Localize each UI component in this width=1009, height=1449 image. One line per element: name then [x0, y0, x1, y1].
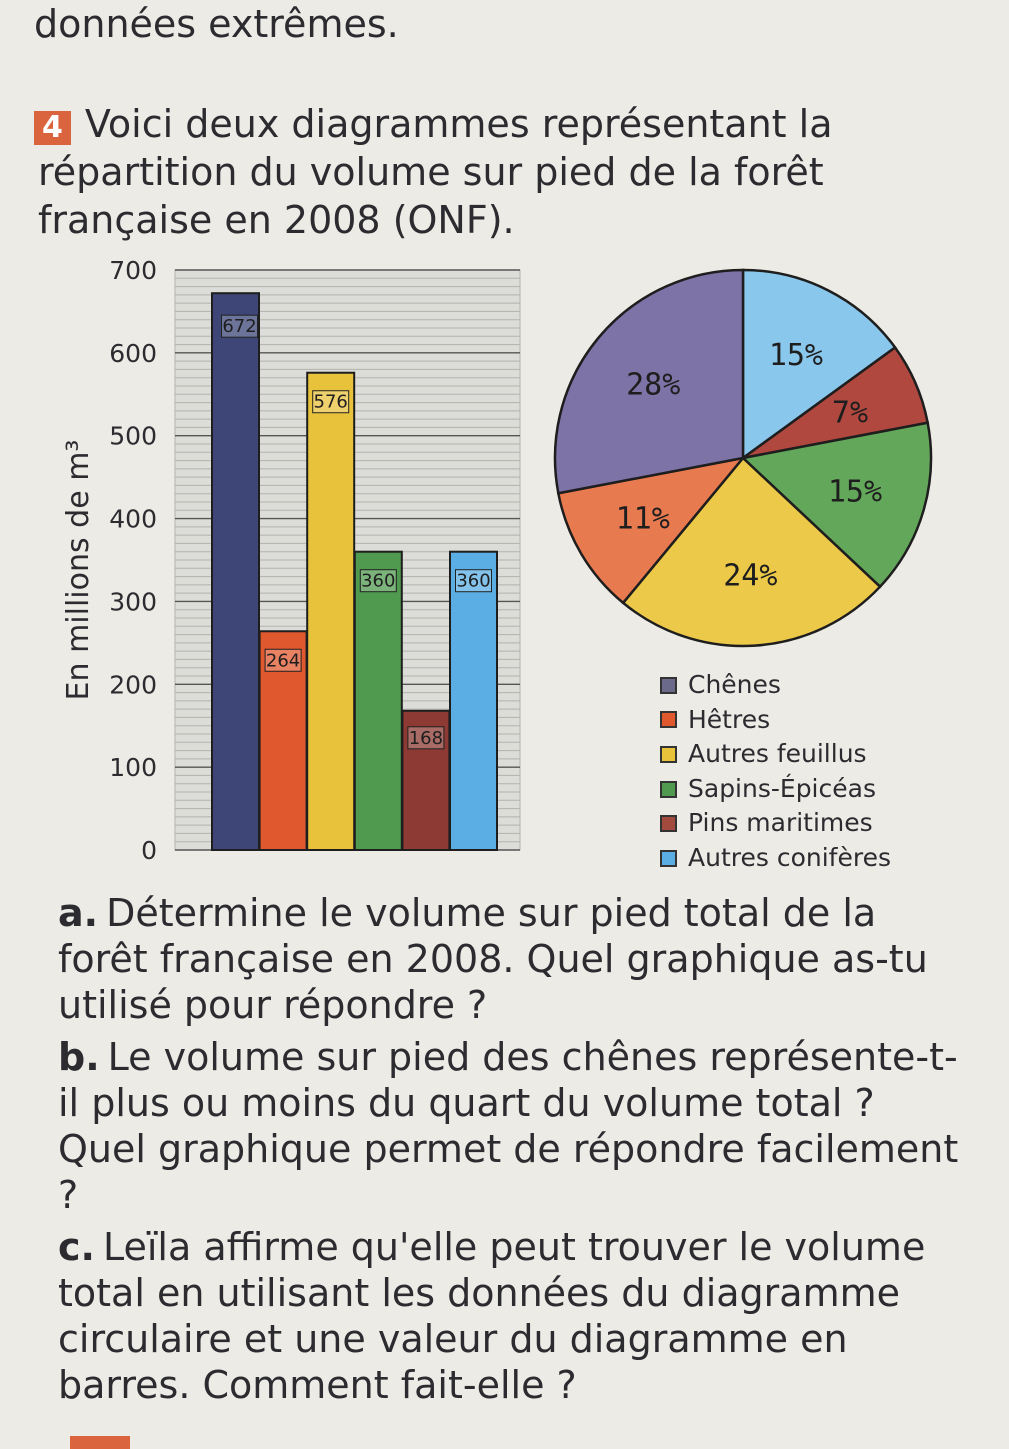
legend-item: Sapins-Épicéas	[660, 772, 891, 807]
legend-label: Hêtres	[688, 704, 771, 734]
legend-label: Sapins-Épicéas	[688, 773, 876, 803]
pie-slice-autres-conif-res	[741, 268, 897, 461]
previous-text-fragment: données extrêmes.	[34, 2, 399, 46]
bar-value-label: 672	[222, 316, 256, 337]
y-tick-label: 400	[109, 505, 157, 534]
pie-slice-labels: 15% 7% 15% 24% 11% 28%	[616, 338, 882, 593]
pie-slice-label: 7%	[832, 396, 868, 431]
bar-value-labels: 672 264 576 360 168 360	[221, 314, 492, 750]
question-c: c. Leïla affirme qu'elle peut trouver le …	[58, 1224, 968, 1408]
legend-item: Pins maritimes	[660, 806, 891, 841]
legend-swatch	[660, 780, 677, 798]
legend-label: Autres conifères	[688, 842, 891, 872]
pie-slice-label: 11%	[616, 501, 670, 536]
pie-slice-ch-nes	[553, 268, 745, 495]
y-tick-label: 100	[109, 753, 157, 782]
bar-value-box	[359, 569, 397, 593]
y-axis-label: En millions de m³	[61, 440, 96, 701]
question-a-letter: a.	[58, 891, 99, 935]
y-tick-label: 200	[109, 670, 157, 699]
bar-value-box	[221, 314, 258, 338]
bar-value-label: 360	[456, 571, 490, 592]
question-c-text: Leïla affirme qu'elle peut trouver le vo…	[58, 1225, 926, 1407]
bar-ch-nes	[211, 292, 260, 851]
pie-slice-label: 24%	[723, 558, 777, 593]
question-c-letter: c.	[58, 1225, 95, 1269]
pie-slice-sapins-pic-as	[740, 421, 933, 589]
exercise-statement: 4 Voici deux diagrammes représentant la r…	[34, 100, 958, 244]
legend-item: Autres feuillus	[660, 737, 891, 772]
bar-autres-feuillus	[306, 371, 356, 851]
exercise-number: 4	[34, 111, 71, 145]
y-tick-label: 500	[109, 422, 157, 451]
y-tick-label: 300	[109, 587, 157, 616]
legend-label: Pins maritimes	[688, 808, 873, 838]
bar-sapins-pic-as	[353, 550, 403, 851]
legend-swatch	[660, 711, 677, 729]
bar-value-label: 576	[314, 392, 348, 413]
pie-slices	[553, 268, 933, 648]
bars	[211, 292, 498, 851]
exercise-text: Voici deux diagrammes représentant la ré…	[38, 102, 833, 242]
bar-value-box	[455, 569, 492, 593]
legend-label: Autres feuillus	[688, 739, 867, 769]
pie-slice-label: 28%	[626, 368, 680, 403]
pie-slice-autres-feuillus	[621, 456, 882, 648]
bar-value-box	[264, 648, 302, 672]
questions: a. Détermine le volume sur pied total de …	[58, 890, 968, 1414]
chart-legend: Chênes Hêtres Autres feuillus Sapins-Épicéa…	[660, 668, 891, 876]
bar-value-box	[312, 390, 350, 414]
charts-area: 0 100 200 300 400 500 600 700 En millions de m³…	[61, 256, 933, 865]
bar-value-box	[407, 726, 445, 750]
question-a: a. Détermine le volume sur pied total de …	[58, 890, 968, 1028]
legend-swatch	[660, 815, 677, 833]
bar-autres-conif-res	[449, 550, 498, 851]
question-b-letter: b.	[58, 1035, 100, 1079]
legend-swatch	[660, 676, 677, 694]
legend-item: Chênes	[660, 668, 891, 703]
pie-chart: 15% 7% 15% 24% 11% 28%	[553, 268, 933, 648]
bar-chart: 0 100 200 300 400 500 600 700 En millions de m³…	[61, 256, 521, 865]
question-b: b. Le volume sur pied des chênes représen…	[58, 1034, 968, 1218]
y-tick-label: 700	[109, 256, 157, 285]
question-a-text: Détermine le volume sur pied total de la…	[58, 891, 928, 1027]
legend-item: Autres conifères	[660, 841, 891, 876]
bar-pins-maritimes	[401, 709, 451, 851]
legend-label: Chênes	[688, 670, 781, 699]
legend-swatch	[660, 849, 677, 867]
y-tick-label: 0	[141, 836, 157, 865]
legend-item: Hêtres	[660, 703, 891, 738]
legend-swatch	[660, 745, 677, 763]
pie-slice-h-tres	[556, 456, 747, 605]
pie-slice-label: 15%	[769, 338, 823, 373]
bar-value-label: 360	[361, 571, 395, 592]
bar-value-label: 168	[409, 728, 443, 749]
y-tick-label: 600	[109, 339, 157, 368]
y-axis-ticks: 0 100 200 300 400 500 600 700	[109, 256, 157, 865]
pie-slice-label: 15%	[828, 475, 882, 510]
next-exercise-marker	[70, 1436, 130, 1449]
bar-value-label: 264	[266, 650, 300, 671]
question-b-text: Le volume sur pied des chênes représente…	[58, 1035, 959, 1217]
